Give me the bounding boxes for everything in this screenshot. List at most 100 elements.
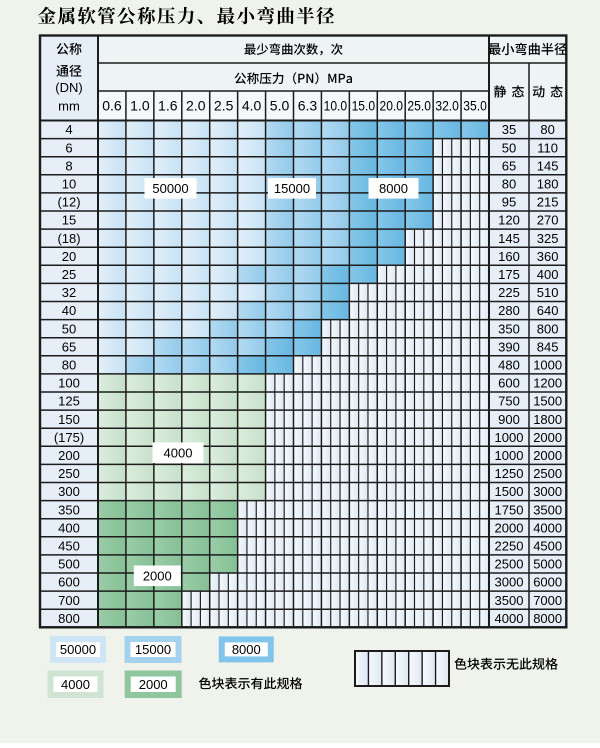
svg-text:5000: 5000 bbox=[533, 557, 562, 572]
svg-text:15000: 15000 bbox=[274, 181, 310, 196]
svg-text:15.0: 15.0 bbox=[352, 99, 376, 114]
svg-text:280: 280 bbox=[498, 303, 520, 318]
svg-text:270: 270 bbox=[537, 213, 559, 228]
svg-text:2000: 2000 bbox=[143, 568, 172, 583]
svg-text:(12): (12) bbox=[57, 195, 80, 210]
svg-text:125: 125 bbox=[58, 394, 80, 409]
svg-text:65: 65 bbox=[62, 339, 76, 354]
svg-text:8000: 8000 bbox=[379, 181, 408, 196]
svg-text:(DN): (DN) bbox=[55, 80, 82, 95]
svg-text:80: 80 bbox=[62, 357, 76, 372]
svg-text:4.0: 4.0 bbox=[242, 99, 262, 114]
svg-text:(18): (18) bbox=[57, 231, 80, 246]
svg-text:20.0: 20.0 bbox=[380, 99, 404, 114]
svg-text:300: 300 bbox=[58, 484, 80, 499]
svg-text:mm: mm bbox=[58, 99, 80, 114]
svg-text:360: 360 bbox=[537, 249, 559, 264]
svg-text:500: 500 bbox=[58, 557, 80, 572]
svg-text:3000: 3000 bbox=[533, 484, 562, 499]
svg-text:450: 450 bbox=[58, 538, 80, 553]
svg-text:40: 40 bbox=[62, 303, 76, 318]
svg-text:215: 215 bbox=[537, 195, 559, 210]
svg-text:4000: 4000 bbox=[533, 520, 562, 535]
svg-text:200: 200 bbox=[58, 448, 80, 463]
svg-text:0.6: 0.6 bbox=[102, 99, 122, 114]
svg-text:640: 640 bbox=[537, 303, 559, 318]
svg-text:2.0: 2.0 bbox=[186, 99, 206, 114]
svg-text:8000: 8000 bbox=[533, 611, 562, 626]
svg-text:225: 225 bbox=[498, 285, 520, 300]
svg-text:3500: 3500 bbox=[533, 502, 562, 517]
svg-text:80: 80 bbox=[502, 176, 516, 191]
svg-text:145: 145 bbox=[537, 158, 559, 173]
svg-text:2000: 2000 bbox=[533, 448, 562, 463]
svg-text:4000: 4000 bbox=[61, 677, 90, 692]
svg-text:5.0: 5.0 bbox=[270, 99, 290, 114]
svg-text:175: 175 bbox=[498, 267, 520, 282]
svg-text:150: 150 bbox=[58, 412, 80, 427]
svg-text:3500: 3500 bbox=[495, 593, 524, 608]
svg-text:32.0: 32.0 bbox=[435, 99, 459, 114]
svg-text:2500: 2500 bbox=[495, 557, 524, 572]
svg-text:10: 10 bbox=[62, 176, 76, 191]
svg-text:2000: 2000 bbox=[495, 520, 524, 535]
svg-text:50: 50 bbox=[62, 321, 76, 336]
svg-text:600: 600 bbox=[58, 575, 80, 590]
svg-text:50000: 50000 bbox=[60, 642, 96, 657]
svg-text:4000: 4000 bbox=[164, 445, 193, 460]
svg-text:32: 32 bbox=[62, 285, 76, 300]
svg-text:6.3: 6.3 bbox=[298, 99, 318, 114]
svg-text:4: 4 bbox=[65, 122, 72, 137]
svg-text:4000: 4000 bbox=[495, 611, 524, 626]
svg-text:2.5: 2.5 bbox=[214, 99, 234, 114]
svg-text:110: 110 bbox=[537, 140, 558, 155]
svg-text:350: 350 bbox=[58, 502, 80, 517]
svg-text:1500: 1500 bbox=[533, 394, 562, 409]
svg-text:350: 350 bbox=[498, 321, 520, 336]
svg-text:750: 750 bbox=[498, 394, 520, 409]
svg-text:95: 95 bbox=[502, 195, 516, 210]
svg-text:2250: 2250 bbox=[495, 538, 524, 553]
svg-text:1800: 1800 bbox=[533, 412, 562, 427]
svg-text:700: 700 bbox=[58, 593, 80, 608]
svg-text:15: 15 bbox=[62, 213, 76, 228]
svg-text:400: 400 bbox=[537, 267, 559, 282]
svg-text:1000: 1000 bbox=[495, 430, 524, 445]
svg-text:25.0: 25.0 bbox=[407, 99, 431, 114]
svg-text:(175): (175) bbox=[54, 430, 84, 445]
svg-text:7000: 7000 bbox=[533, 593, 562, 608]
svg-text:325: 325 bbox=[537, 231, 559, 246]
svg-text:800: 800 bbox=[58, 611, 80, 626]
svg-text:3000: 3000 bbox=[495, 575, 524, 590]
svg-text:800: 800 bbox=[537, 321, 559, 336]
svg-text:4500: 4500 bbox=[533, 538, 562, 553]
svg-text:50: 50 bbox=[502, 140, 516, 155]
svg-text:1.0: 1.0 bbox=[130, 99, 150, 114]
svg-text:25: 25 bbox=[62, 267, 76, 282]
svg-text:100: 100 bbox=[58, 376, 80, 391]
svg-text:160: 160 bbox=[498, 249, 520, 264]
svg-text:600: 600 bbox=[498, 376, 520, 391]
svg-text:8000: 8000 bbox=[232, 642, 261, 657]
svg-text:1750: 1750 bbox=[495, 502, 524, 517]
svg-text:20: 20 bbox=[62, 249, 76, 264]
svg-text:35.0: 35.0 bbox=[463, 99, 487, 114]
svg-text:15000: 15000 bbox=[135, 642, 171, 657]
svg-text:1500: 1500 bbox=[495, 484, 524, 499]
svg-text:2000: 2000 bbox=[139, 677, 168, 692]
svg-text:120: 120 bbox=[498, 213, 520, 228]
svg-text:1.6: 1.6 bbox=[158, 99, 178, 114]
svg-text:1000: 1000 bbox=[495, 448, 524, 463]
svg-text:510: 510 bbox=[537, 285, 559, 300]
svg-text:900: 900 bbox=[498, 412, 520, 427]
svg-text:10.0: 10.0 bbox=[324, 99, 348, 114]
svg-text:390: 390 bbox=[498, 339, 520, 354]
svg-text:80: 80 bbox=[540, 122, 554, 137]
svg-text:8: 8 bbox=[65, 158, 72, 173]
svg-text:35: 35 bbox=[502, 122, 516, 137]
svg-text:50000: 50000 bbox=[152, 181, 188, 196]
svg-text:6000: 6000 bbox=[533, 575, 562, 590]
svg-text:845: 845 bbox=[537, 339, 559, 354]
svg-text:145: 145 bbox=[498, 231, 520, 246]
svg-text:250: 250 bbox=[58, 466, 80, 481]
